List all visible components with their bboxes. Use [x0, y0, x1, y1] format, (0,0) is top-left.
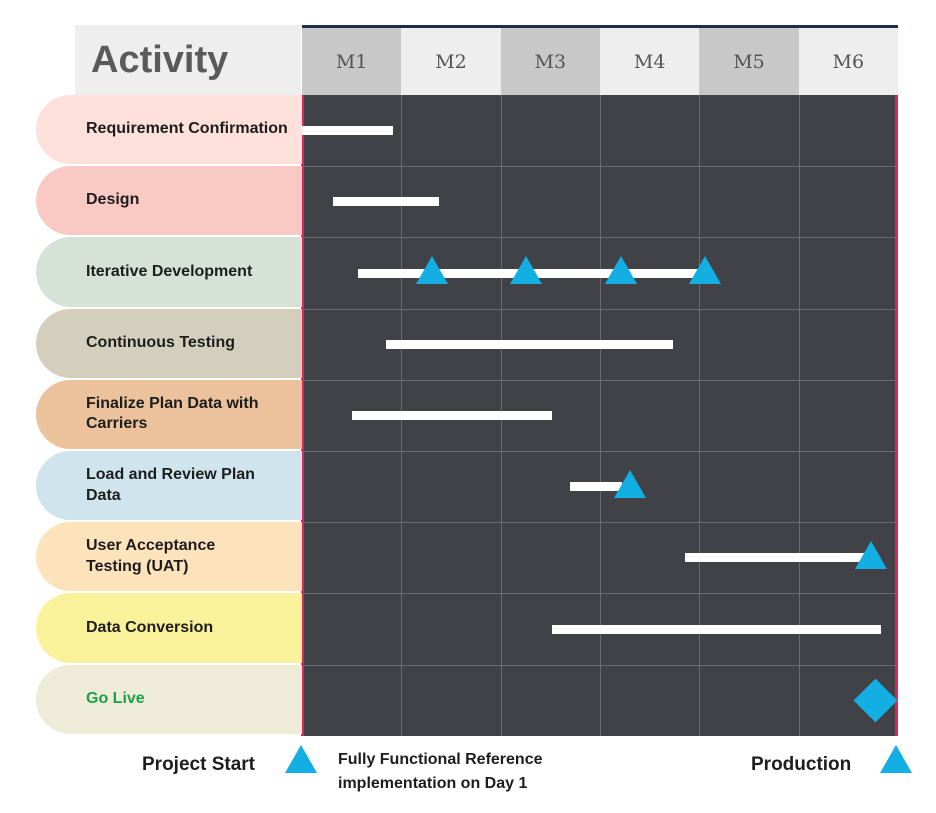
- header-top-line: [302, 25, 898, 28]
- month-header-m1: M1: [302, 28, 402, 95]
- task-bar: [552, 624, 882, 634]
- horizontal-gridline: [302, 237, 898, 239]
- activity-label: Load and Review Plan Data: [36, 451, 302, 521]
- horizontal-gridline: [302, 166, 898, 168]
- task-bar: [302, 126, 394, 136]
- vertical-gridline: [699, 95, 701, 736]
- activity-label: Design: [36, 166, 302, 236]
- horizontal-gridline: [302, 664, 898, 666]
- horizontal-gridline: [302, 593, 898, 595]
- month-header-m4: M4: [600, 28, 700, 95]
- activity-label: Continuous Testing: [36, 308, 302, 378]
- task-bar: [386, 339, 674, 349]
- horizontal-gridline: [302, 308, 898, 310]
- task-bar: [332, 197, 440, 207]
- milestone-triangle-icon: [855, 540, 888, 569]
- activity-label: Finalize Plan Data with Carriers: [36, 379, 302, 449]
- legend-production-triangle-icon: [880, 745, 912, 773]
- vertical-gridline: [600, 95, 601, 736]
- milestone-triangle-icon: [604, 256, 637, 284]
- activity-label: Requirement Confirmation: [36, 95, 302, 165]
- horizontal-gridline: [302, 379, 898, 381]
- activity-header: Activity: [75, 25, 301, 95]
- project-end-edge: [895, 95, 898, 736]
- month-header-m6: M6: [798, 28, 898, 95]
- activity-label: Go Live: [36, 664, 302, 734]
- activity-label: Iterative Development: [36, 237, 302, 307]
- legend-project-start-triangle-icon: [285, 745, 317, 773]
- milestone-triangle-icon: [416, 256, 449, 284]
- milestone-triangle-icon: [613, 469, 646, 498]
- task-bar: [351, 410, 553, 420]
- legend-reference-implementation-label: Fully Functional Reference implementatio…: [338, 751, 543, 792]
- month-header-m5: M5: [699, 28, 799, 95]
- month-header-m2: M2: [401, 28, 501, 95]
- activity-label: Data Conversion: [36, 593, 302, 663]
- horizontal-gridline: [302, 522, 898, 524]
- task-bar: [570, 482, 622, 492]
- milestone-triangle-icon: [689, 256, 722, 284]
- milestone-triangle-icon: [510, 256, 543, 284]
- vertical-gridline: [798, 95, 800, 736]
- horizontal-gridline: [302, 451, 898, 452]
- activity-label: User Acceptance Testing (UAT): [36, 522, 302, 592]
- legend-production-label: Production: [751, 754, 852, 775]
- project-start-edge: [301, 95, 304, 736]
- legend-project-start-label: Project Start: [142, 754, 255, 775]
- task-bar: [685, 553, 867, 563]
- month-header-m3: M3: [500, 28, 600, 95]
